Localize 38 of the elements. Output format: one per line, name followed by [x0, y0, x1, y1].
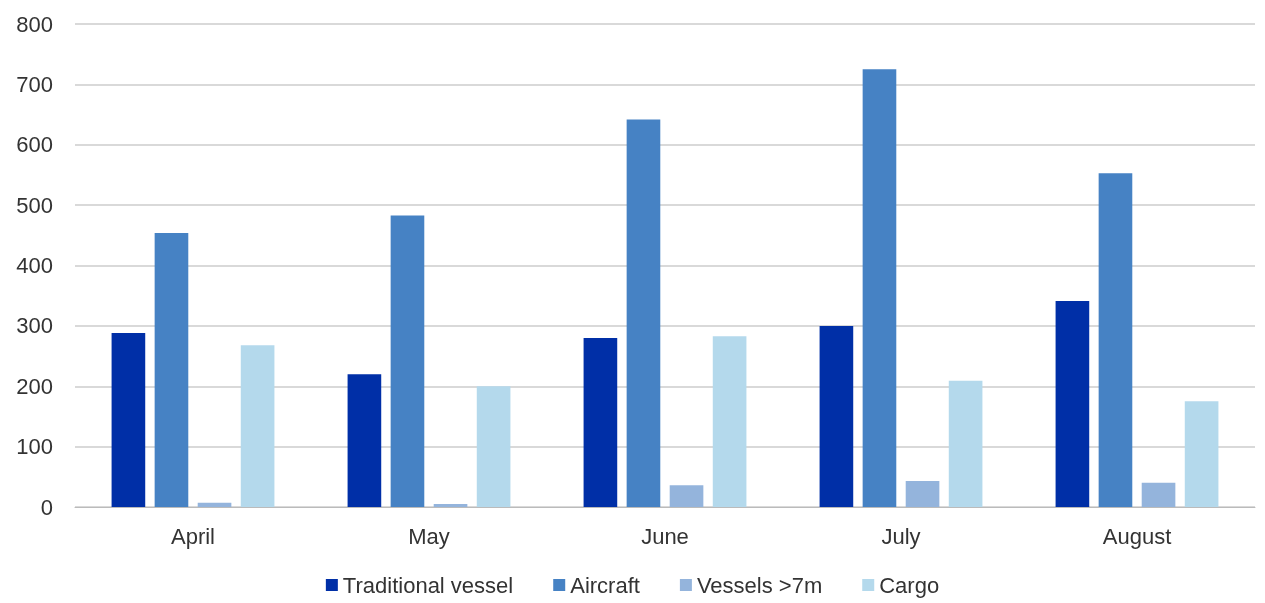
y-tick-label: 100	[16, 434, 53, 460]
bar	[819, 325, 854, 507]
bar	[905, 481, 940, 507]
bar	[626, 119, 661, 507]
bar	[197, 502, 232, 507]
bar	[862, 69, 897, 507]
bar	[111, 333, 146, 507]
y-tick-label: 600	[16, 132, 53, 158]
bar	[1141, 482, 1176, 507]
legend-label: Traditional vessel	[342, 572, 514, 598]
bar	[347, 374, 382, 507]
x-tick-label: June	[641, 523, 689, 549]
bar	[583, 337, 618, 507]
y-tick-label: 300	[16, 313, 53, 339]
x-tick-label: August	[1102, 523, 1172, 549]
y-tick-label: 400	[16, 253, 53, 278]
bar	[433, 503, 468, 507]
x-tick-label: April	[170, 523, 216, 549]
bar	[948, 380, 983, 507]
bar	[669, 485, 704, 507]
bar	[1184, 401, 1219, 507]
y-tick-label: 500	[16, 192, 53, 218]
y-tick-label: 700	[16, 71, 53, 97]
bar	[1098, 173, 1133, 507]
x-tick-label: May	[408, 523, 450, 549]
bar	[240, 345, 275, 507]
y-tick-label: 800	[16, 11, 53, 37]
bar	[712, 336, 747, 507]
legend-label: Vessels >7m	[696, 572, 823, 598]
y-tick-label: 200	[16, 373, 53, 399]
bar	[154, 232, 189, 507]
bar	[476, 386, 511, 507]
x-tick-label: July	[881, 523, 921, 549]
legend-label: Cargo	[879, 572, 940, 598]
bar	[390, 215, 425, 507]
legend-label: Aircraft	[570, 572, 640, 598]
bar	[1055, 301, 1090, 507]
y-tick-label: 0	[40, 494, 53, 520]
